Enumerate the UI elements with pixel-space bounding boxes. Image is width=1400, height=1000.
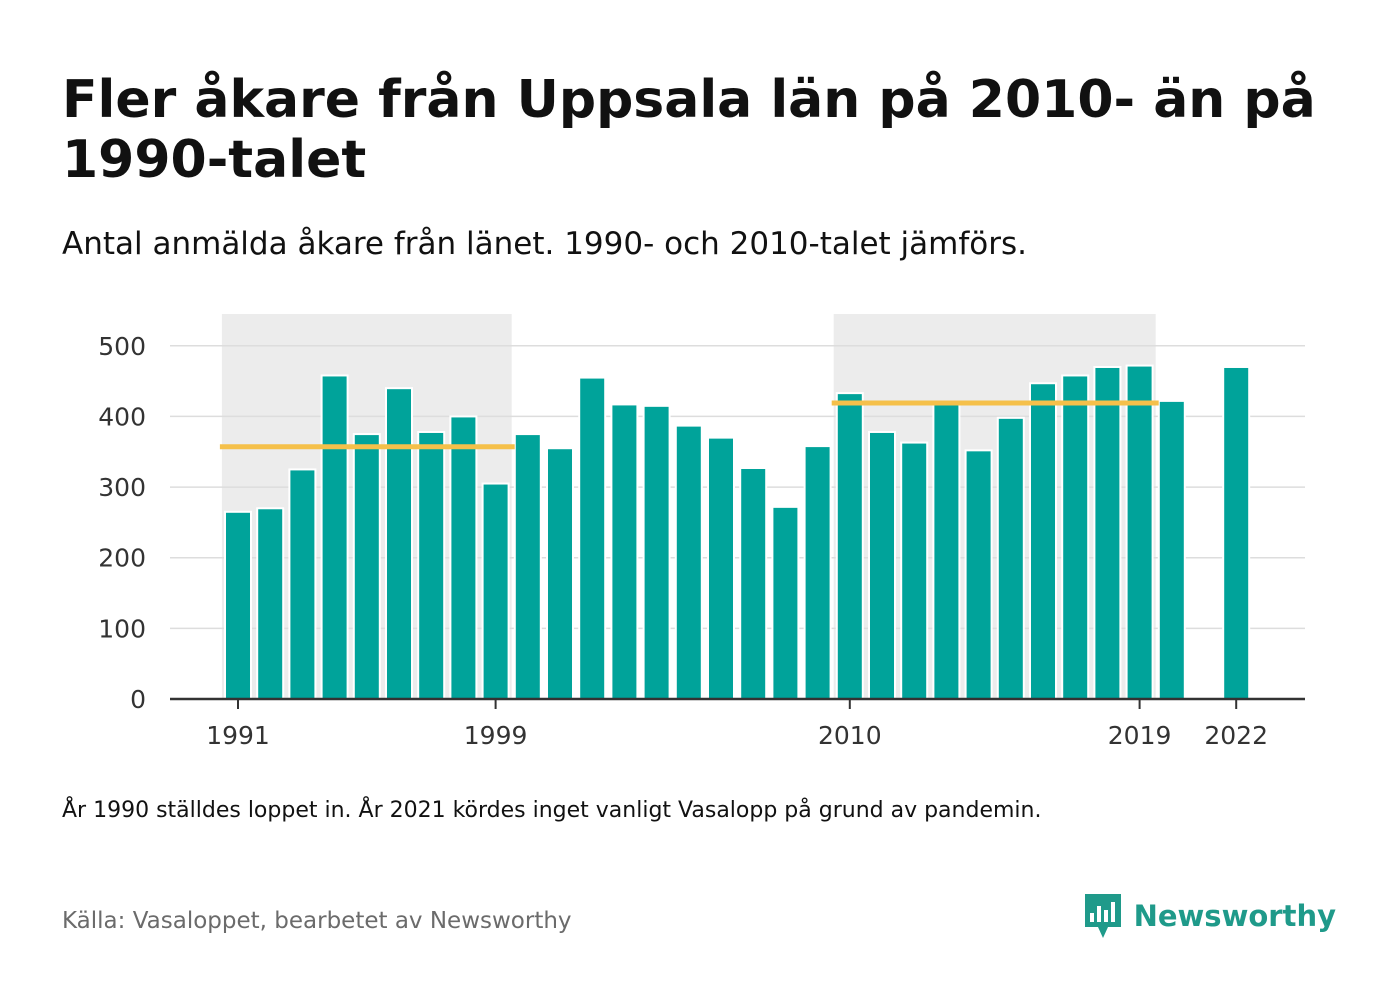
bar-2008 bbox=[771, 505, 800, 700]
bar-2000 bbox=[513, 433, 542, 700]
bar-2017 bbox=[1061, 374, 1090, 701]
bar-2003 bbox=[610, 403, 639, 700]
y-tick-label: 500 bbox=[98, 332, 146, 361]
x-tick-label: 2019 bbox=[1108, 721, 1172, 750]
bar-2018 bbox=[1093, 365, 1122, 700]
bar-1993 bbox=[288, 468, 317, 700]
x-tick-label: 1999 bbox=[464, 721, 528, 750]
brand-name: Newsworthy bbox=[1133, 899, 1336, 933]
bar-2005 bbox=[674, 424, 703, 700]
bar-1992 bbox=[256, 507, 285, 700]
chart-title: Fler åkare från Uppsala län på 2010- än … bbox=[62, 70, 1316, 190]
bar-chart: 0 100 200 300 400 500 1991 1999 2010 2019 2022 bbox=[98, 314, 1305, 750]
y-tick-label: 400 bbox=[98, 402, 146, 431]
bar-1995 bbox=[352, 433, 381, 700]
chart-subtitle: Antal anmälda åkare från länet. 1990- oc… bbox=[62, 226, 1027, 262]
y-tick-label: 200 bbox=[98, 544, 146, 573]
bar-1997 bbox=[417, 430, 446, 700]
bar-2004 bbox=[642, 404, 671, 700]
y-tick-label: 0 bbox=[130, 685, 146, 714]
bar-1994 bbox=[320, 374, 349, 701]
bar-2010 bbox=[835, 392, 864, 700]
bar-2019 bbox=[1125, 364, 1154, 700]
bar-2007 bbox=[739, 467, 768, 700]
newsworthy-logo-icon bbox=[1084, 894, 1121, 938]
bar-2011 bbox=[868, 430, 896, 700]
brand-logo: Newsworthy bbox=[1082, 890, 1336, 942]
y-tick-label: 300 bbox=[98, 473, 146, 502]
bar-2006 bbox=[707, 436, 735, 701]
bar-2014 bbox=[964, 449, 993, 700]
bar-2015 bbox=[996, 416, 1025, 701]
bar-2001 bbox=[546, 447, 574, 700]
bar-2013 bbox=[932, 401, 961, 700]
footnote: År 1990 ställdes loppet in. År 2021 körd… bbox=[62, 798, 1042, 823]
bar-2012 bbox=[900, 441, 929, 700]
bar-1999 bbox=[481, 482, 510, 700]
y-tick-label: 100 bbox=[98, 614, 146, 643]
bar-2009 bbox=[803, 445, 832, 700]
bar-2002 bbox=[578, 376, 607, 701]
source-credit: Källa: Vasaloppet, bearbetet av Newswort… bbox=[62, 908, 572, 934]
bar-1991 bbox=[224, 510, 252, 700]
bar-2016 bbox=[1029, 382, 1057, 700]
x-tick-label: 2010 bbox=[818, 721, 882, 750]
x-tick-label: 2022 bbox=[1204, 721, 1268, 750]
x-tick-label: 1991 bbox=[206, 721, 270, 750]
bar-2020 bbox=[1157, 399, 1186, 700]
bar-1996 bbox=[385, 387, 413, 700]
bar-1998 bbox=[449, 415, 478, 701]
bar-2022 bbox=[1222, 365, 1251, 700]
